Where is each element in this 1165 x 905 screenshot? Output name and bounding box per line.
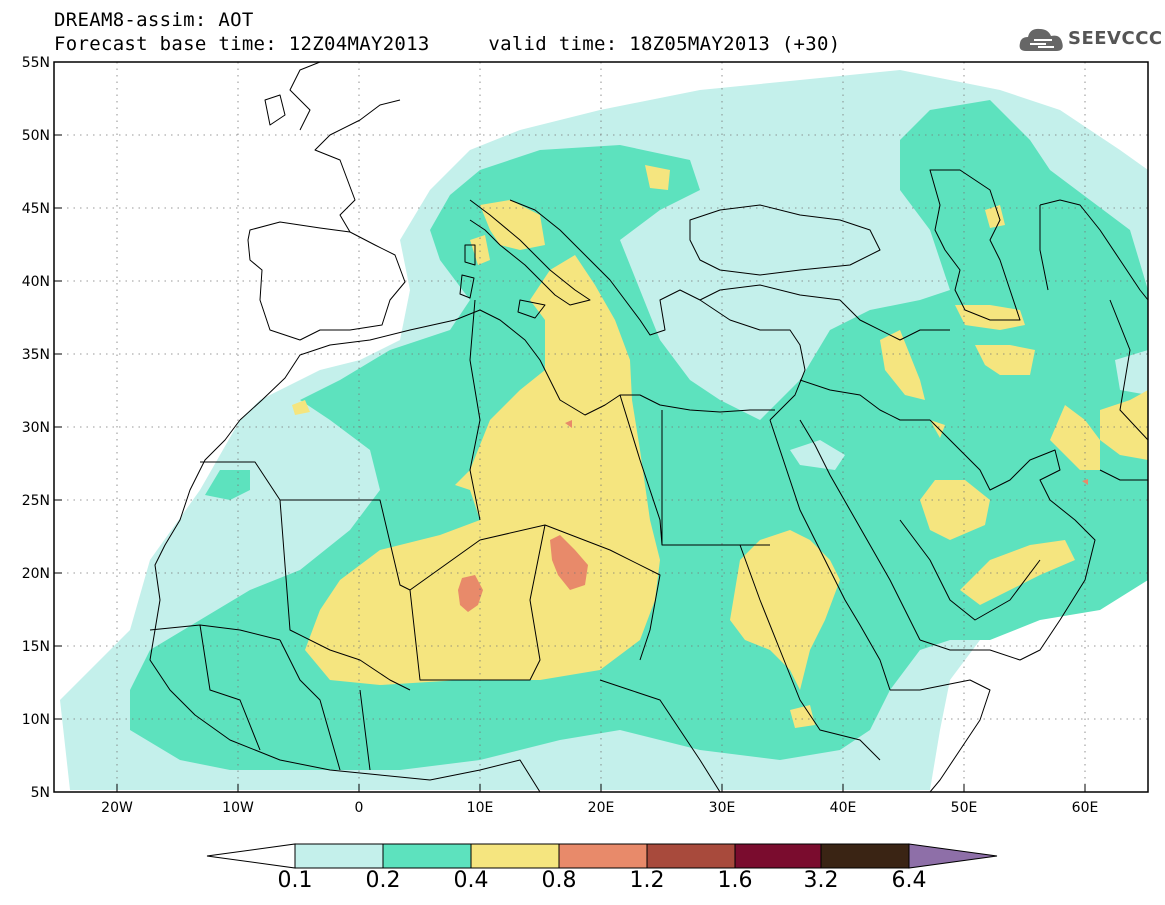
colorbar-label: 3.2 [803,868,839,893]
map-title: DREAM8-assim: AOT [54,9,254,31]
colorbar-label: 0.1 [277,868,313,893]
lon-label: 10W [222,800,254,816]
lat-label: 40N [22,274,50,290]
cloud-icon [1019,28,1063,51]
tick-marks [54,61,1086,793]
graticule [54,62,1148,792]
colorbar-swatch [382,843,472,869]
colorbar-swatch [470,843,560,869]
lat-label: 15N [22,639,50,655]
lon-label: 40E [830,800,857,816]
lat-label: 50N [22,128,50,144]
colorbar-label: 0.2 [365,868,401,893]
colorbar-label: 0.4 [453,868,489,893]
lat-label: 10N [22,712,50,728]
colorbar-label: 0.8 [541,868,577,893]
contour-level-1-hole [790,350,1148,470]
colorbar-over-triangle [908,843,998,869]
colorbar-label: 6.4 [891,868,927,893]
coastlines-borders [149,62,1148,792]
colorbar-swatch [294,843,384,869]
lon-label: 20W [101,800,133,816]
lon-label: 20E [588,800,615,816]
lon-label: 50E [951,800,978,816]
lat-label: 35N [22,347,50,363]
lat-label: 25N [22,493,50,509]
longitude-labels: 20W 10W 0 10E 20E 30E 40E 50E 60E [101,800,1098,816]
colorbar-label: 1.2 [629,868,665,893]
lat-label: 30N [22,420,50,436]
lat-label: 45N [22,201,50,217]
colorbar [206,843,998,869]
lat-label: 55N [22,55,50,71]
logo-text: SEEVCCC [1068,28,1163,49]
lon-label: 0 [355,800,364,816]
forecast-times: Forecast base time: 12Z04MAY2013 valid t… [54,33,841,55]
colorbar-under-triangle [206,843,296,869]
colorbar-swatch [646,843,736,869]
colorbar-label: 1.6 [717,868,753,893]
colorbar-swatch [558,843,648,869]
lat-label: 5N [31,785,50,801]
lon-label: 10E [467,800,494,816]
colorbar-swatch [734,843,822,869]
lon-label: 60E [1072,800,1099,816]
lat-label: 20N [22,566,50,582]
seevccc-logo: SEEVCCC [1018,25,1162,55]
latitude-labels: 55N 50N 45N 40N 35N 30N 25N 20N 15N 10N … [22,55,50,801]
lon-label: 30E [709,800,736,816]
colorbar-swatch [820,843,910,869]
